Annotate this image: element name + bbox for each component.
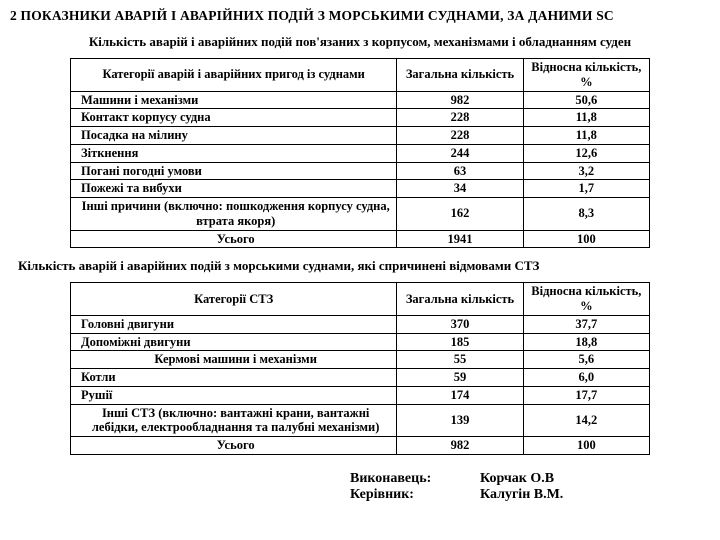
table2-header-pct: Відносна кількість, %: [523, 283, 649, 316]
table2-cell-pct: 37,7: [523, 315, 649, 333]
table-row: Головні двигуни37037,7: [71, 315, 650, 333]
table2-cell-pct: 100: [523, 437, 649, 455]
table2-subtitle: Кількість аварій і аварійних подій з мор…: [18, 258, 710, 274]
table-row: Котли596,0: [71, 369, 650, 387]
table-row: Погані погодні умови633,2: [71, 162, 650, 180]
table1-cell-pct: 100: [523, 230, 649, 248]
executor-name: Корчак О.В: [480, 471, 554, 487]
table-row: Інші причини (включно: пошкодження корпу…: [71, 198, 650, 231]
table2-cell-pct: 6,0: [523, 369, 649, 387]
table-row: Усього1941100: [71, 230, 650, 248]
table2-header-cat: Категорії СТЗ: [71, 283, 397, 316]
table-row: Кермові машини і механізми555,6: [71, 351, 650, 369]
table1-cell-val: 63: [397, 162, 523, 180]
table1-cell-cat: Погані погодні умови: [71, 162, 397, 180]
table-row: Машини і механізми98250,6: [71, 91, 650, 109]
executor-label: Виконавець:: [350, 471, 480, 487]
table-row: Пожежі та вибухи341,7: [71, 180, 650, 198]
table-row: Усього982100: [71, 437, 650, 455]
main-title: 2 ПОКАЗНИКИ АВАРІЙ І АВАРІЙНИХ ПОДІЙ З М…: [10, 8, 710, 24]
table1-cell-val: 162: [397, 198, 523, 231]
table2-cell-val: 59: [397, 369, 523, 387]
table2-cell-val: 174: [397, 386, 523, 404]
table1-cell-cat: Машини і механізми: [71, 91, 397, 109]
table1-cell-pct: 3,2: [523, 162, 649, 180]
table2-cell-cat: Рушії: [71, 386, 397, 404]
table2-cell-val: 982: [397, 437, 523, 455]
table2-cell-pct: 17,7: [523, 386, 649, 404]
table2-cell-cat: Котли: [71, 369, 397, 387]
table1-cell-val: 1941: [397, 230, 523, 248]
table1-cell-cat: Контакт корпусу судна: [71, 109, 397, 127]
table2-cell-cat: Усього: [71, 437, 397, 455]
table2-cell-val: 55: [397, 351, 523, 369]
table2-cell-val: 139: [397, 404, 523, 437]
table-row: Інші СТЗ (включно: вантажні крани, ванта…: [71, 404, 650, 437]
table1-cell-pct: 12,6: [523, 144, 649, 162]
table1-cell-pct: 50,6: [523, 91, 649, 109]
table1-cell-pct: 11,8: [523, 109, 649, 127]
supervisor-name: Калугін В.М.: [480, 487, 563, 503]
table2-cell-pct: 5,6: [523, 351, 649, 369]
table2-cell-pct: 18,8: [523, 333, 649, 351]
table1-cell-val: 244: [397, 144, 523, 162]
table1-cell-cat: Інші причини (включно: пошкодження корпу…: [71, 198, 397, 231]
table2-cell-pct: 14,2: [523, 404, 649, 437]
table2-cell-val: 185: [397, 333, 523, 351]
table1-cell-pct: 1,7: [523, 180, 649, 198]
table1-cell-pct: 11,8: [523, 127, 649, 145]
table2-cell-cat: Інші СТЗ (включно: вантажні крани, ванта…: [71, 404, 397, 437]
table1: Категорії аварій і аварійних пригод із с…: [70, 58, 650, 248]
table1-cell-val: 228: [397, 109, 523, 127]
table1-cell-cat: Пожежі та вибухи: [71, 180, 397, 198]
supervisor-label: Керівник:: [350, 487, 480, 503]
table1-header-cat: Категорії аварій і аварійних пригод із с…: [71, 59, 397, 92]
table2-header-val: Загальна кількість: [397, 283, 523, 316]
table-row: Рушії17417,7: [71, 386, 650, 404]
table2-cell-cat: Головні двигуни: [71, 315, 397, 333]
table-row: Зіткнення24412,6: [71, 144, 650, 162]
table1-header-val: Загальна кількість: [397, 59, 523, 92]
table2: Категорії СТЗ Загальна кількість Відносн…: [70, 282, 650, 455]
table1-cell-val: 34: [397, 180, 523, 198]
table1-cell-cat: Усього: [71, 230, 397, 248]
table1-cell-cat: Зіткнення: [71, 144, 397, 162]
table2-cell-val: 370: [397, 315, 523, 333]
table1-cell-val: 982: [397, 91, 523, 109]
table-row: Контакт корпусу судна22811,8: [71, 109, 650, 127]
table2-cell-cat: Допоміжні двигуни: [71, 333, 397, 351]
table-row: Посадка на мілину22811,8: [71, 127, 650, 145]
footer: Виконавець: Корчак О.В Керівник: Калугін…: [350, 471, 710, 503]
table1-cell-cat: Посадка на мілину: [71, 127, 397, 145]
table1-header-pct: Відносна кількість, %: [523, 59, 649, 92]
table1-cell-pct: 8,3: [523, 198, 649, 231]
table-row: Допоміжні двигуни18518,8: [71, 333, 650, 351]
table2-cell-cat: Кермові машини і механізми: [71, 351, 397, 369]
table1-subtitle: Кількість аварій і аварійних подій пов'я…: [10, 34, 710, 50]
table1-cell-val: 228: [397, 127, 523, 145]
